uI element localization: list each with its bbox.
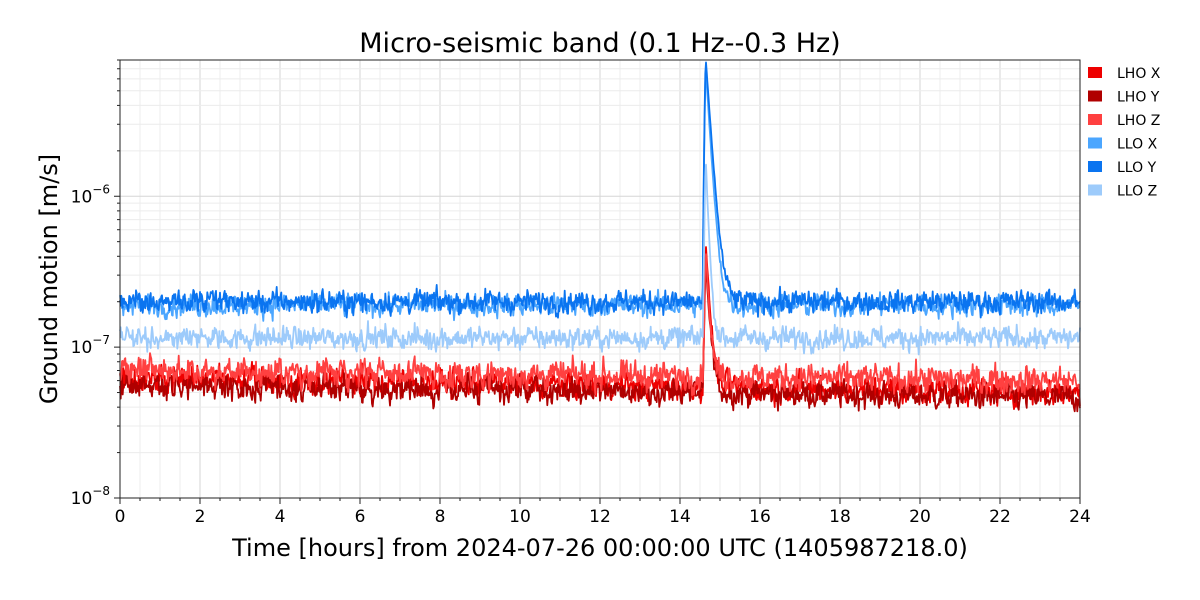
legend-label: LHO Y bbox=[1117, 90, 1160, 106]
y-tick-label: 10−6 bbox=[71, 182, 110, 207]
x-tick-label: 4 bbox=[275, 507, 286, 527]
series-line-llo-z bbox=[119, 163, 1081, 356]
legend-label: LHO X bbox=[1117, 66, 1161, 82]
x-tick-label: 16 bbox=[749, 507, 771, 527]
plot-area bbox=[119, 61, 1081, 413]
legend-swatch bbox=[1088, 114, 1102, 125]
x-tick-label: 18 bbox=[829, 507, 851, 527]
x-tick-label: 6 bbox=[355, 507, 366, 527]
y-tick-label: 10−7 bbox=[71, 333, 110, 358]
x-axis-label: Time [hours] from 2024-07-26 00:00:00 UT… bbox=[231, 534, 968, 562]
legend-swatch bbox=[1088, 161, 1102, 172]
x-tick-label: 24 bbox=[1069, 507, 1091, 527]
series-line-lho-x bbox=[119, 246, 1081, 411]
x-tick-label: 8 bbox=[435, 507, 446, 527]
legend-swatch bbox=[1088, 137, 1102, 149]
x-tick-label: 20 bbox=[909, 507, 931, 527]
y-tick-label: 10−8 bbox=[71, 484, 110, 509]
legend-swatch bbox=[1088, 90, 1102, 102]
x-tick-label: 10 bbox=[509, 507, 531, 527]
chart-title: Micro-seismic band (0.1 Hz--0.3 Hz) bbox=[359, 28, 840, 59]
legend-label: LHO Z bbox=[1117, 113, 1160, 129]
x-tick-label: 14 bbox=[669, 507, 691, 527]
x-tick-label: 0 bbox=[115, 507, 126, 527]
series-line-lho-y bbox=[119, 264, 1081, 413]
legend-swatch bbox=[1088, 67, 1102, 78]
x-tick-label: 22 bbox=[989, 507, 1011, 527]
legend-label: LLO X bbox=[1117, 137, 1158, 153]
series-line-lho-z bbox=[119, 253, 1081, 397]
legend-swatch bbox=[1088, 184, 1102, 196]
legend-label: LLO Z bbox=[1117, 184, 1157, 200]
y-axis-label: Ground motion [m/s] bbox=[35, 154, 63, 404]
y-axis: 10−8 10−7 10−6 bbox=[71, 59, 120, 509]
x-tick-label: 12 bbox=[589, 507, 611, 527]
x-tick-label: 2 bbox=[195, 507, 206, 527]
legend: LHO X LHO Y LHO Z LLO X LLO Y LLO Z bbox=[1088, 66, 1161, 200]
legend-label: LLO Y bbox=[1117, 160, 1157, 176]
grid bbox=[119, 59, 1081, 499]
series-line-llo-y bbox=[119, 61, 1081, 319]
x-axis: 0 2 4 6 8 10 12 14 16 18 20 22 24 bbox=[115, 498, 1091, 527]
